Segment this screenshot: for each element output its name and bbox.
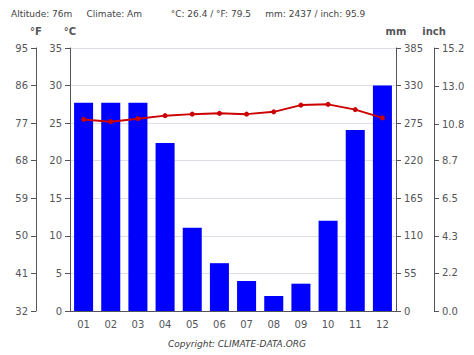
svg-text:06: 06 xyxy=(213,319,226,330)
svg-text:09: 09 xyxy=(295,319,308,330)
svg-text:30: 30 xyxy=(49,80,62,91)
svg-text:5: 5 xyxy=(56,268,62,279)
svg-text:4.3: 4.3 xyxy=(442,231,458,242)
svg-text:mm: mm xyxy=(386,26,407,37)
svg-text:0.0: 0.0 xyxy=(442,306,458,317)
svg-text:°C: °C xyxy=(64,26,76,37)
svg-text:275: 275 xyxy=(404,118,423,129)
svg-text:08: 08 xyxy=(267,319,280,330)
svg-text:15: 15 xyxy=(49,193,62,204)
svg-text:95: 95 xyxy=(15,43,28,54)
svg-text:20: 20 xyxy=(49,155,62,166)
svg-text:Copyright: CLIMATE-DATA.ORG: Copyright: CLIMATE-DATA.ORG xyxy=(168,339,306,349)
svg-text:385: 385 xyxy=(404,43,423,54)
svg-text:86: 86 xyxy=(15,80,28,91)
svg-text:8.7: 8.7 xyxy=(442,155,458,166)
svg-text:12: 12 xyxy=(376,319,389,330)
svg-text:13.0: 13.0 xyxy=(442,81,464,92)
svg-text:165: 165 xyxy=(404,193,423,204)
svg-text:35: 35 xyxy=(49,43,62,54)
svg-text:07: 07 xyxy=(240,319,253,330)
svg-text:6.5: 6.5 xyxy=(442,193,458,204)
svg-text:59: 59 xyxy=(15,193,28,204)
svg-text:03: 03 xyxy=(132,319,145,330)
svg-text:Altitude: 76m Climate: Am: Altitude: 76m Climate: Am °C: 26.4 / °F:… xyxy=(11,9,365,19)
svg-text:15.2: 15.2 xyxy=(442,43,464,54)
svg-text:10: 10 xyxy=(322,319,335,330)
svg-text:10.8: 10.8 xyxy=(442,119,464,130)
svg-text:02: 02 xyxy=(104,319,117,330)
svg-text:01: 01 xyxy=(77,319,90,330)
svg-text:0: 0 xyxy=(56,306,62,317)
svg-text:25: 25 xyxy=(49,118,62,129)
svg-text:50: 50 xyxy=(15,230,28,241)
svg-text:68: 68 xyxy=(15,155,28,166)
svg-text:04: 04 xyxy=(159,319,172,330)
svg-text:11: 11 xyxy=(349,319,362,330)
svg-text:77: 77 xyxy=(15,118,28,129)
svg-text:55: 55 xyxy=(404,268,417,279)
svg-text:0: 0 xyxy=(404,306,410,317)
svg-text:10: 10 xyxy=(49,230,62,241)
svg-text:330: 330 xyxy=(404,80,423,91)
svg-text:41: 41 xyxy=(15,268,28,279)
svg-text:32: 32 xyxy=(15,306,28,317)
svg-text:2.2: 2.2 xyxy=(442,267,458,278)
svg-text:inch: inch xyxy=(422,26,446,37)
svg-text:05: 05 xyxy=(186,319,199,330)
svg-text:°F: °F xyxy=(30,26,42,37)
svg-text:220: 220 xyxy=(404,155,423,166)
svg-text:110: 110 xyxy=(404,230,423,241)
